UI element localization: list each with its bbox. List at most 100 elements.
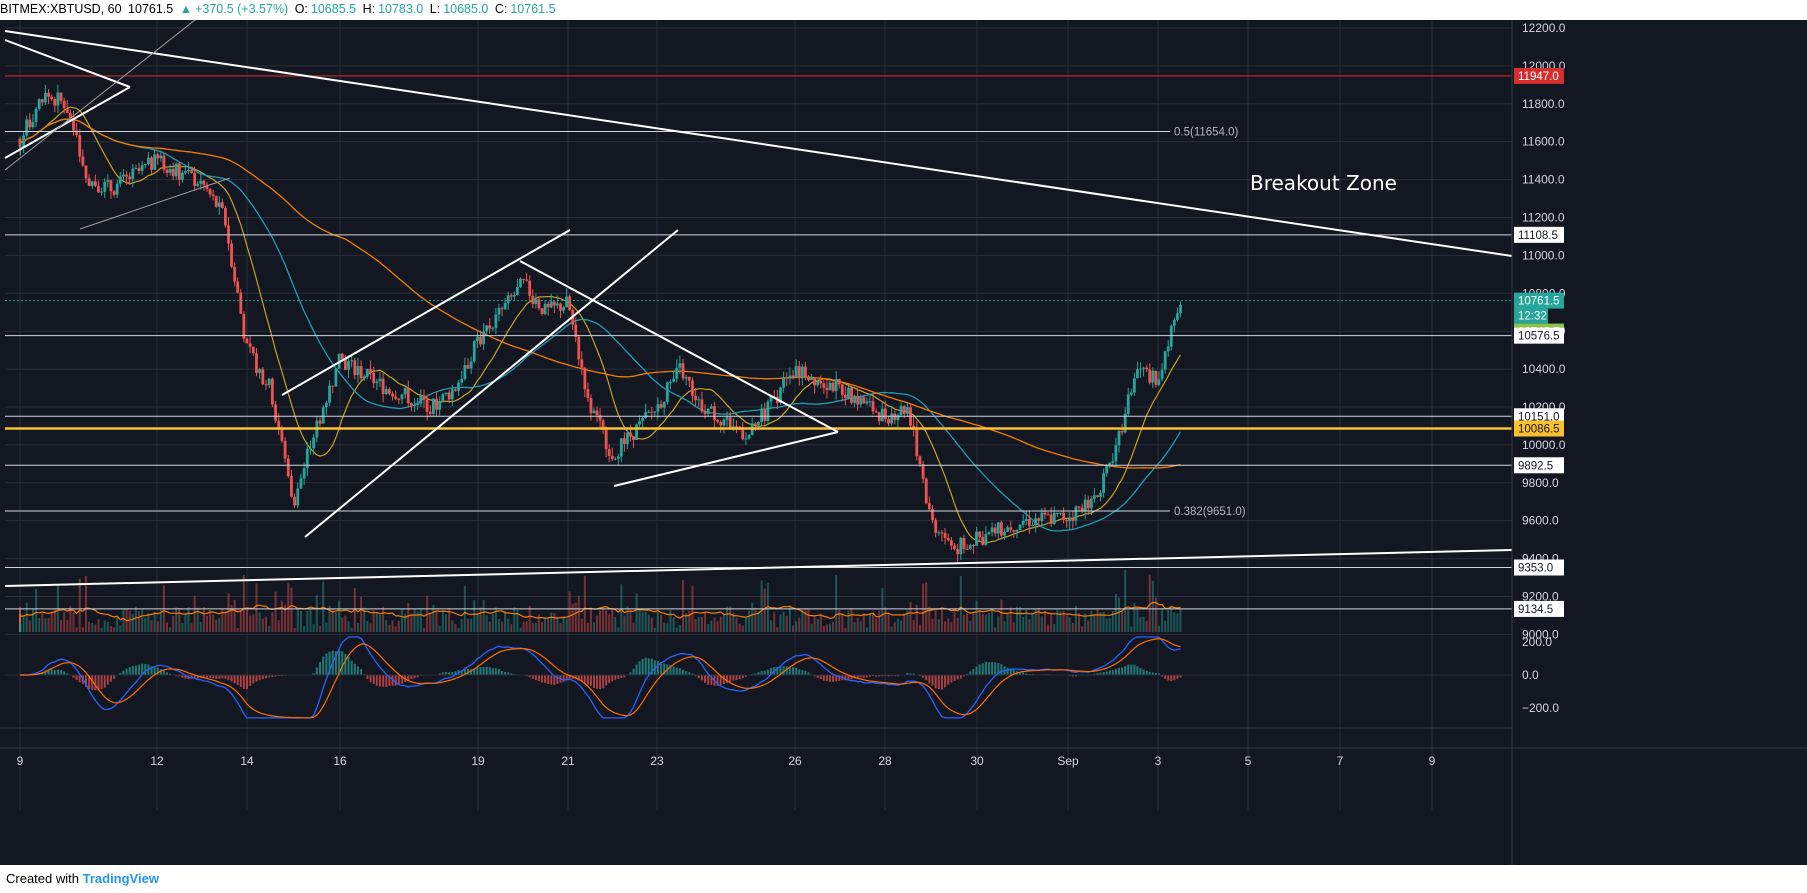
candle-body [531, 295, 535, 304]
volume-bar [522, 621, 525, 632]
macd-histogram-bar [125, 668, 128, 675]
volume-bar [773, 612, 776, 632]
volume-bar [432, 605, 435, 632]
macd-histogram-bar [72, 675, 75, 678]
volume-bar [832, 621, 835, 632]
macd-histogram-bar [350, 660, 353, 675]
macd-histogram-bar [754, 673, 757, 675]
macd-histogram-bar [239, 675, 242, 687]
candle-body [840, 384, 844, 395]
macd-histogram-bar [937, 675, 940, 690]
macd-histogram-bar [632, 668, 635, 675]
price-tag-bg [1514, 420, 1564, 437]
candle-body [706, 408, 710, 414]
macd-histogram-bar [850, 675, 853, 680]
candle-body [540, 308, 544, 314]
volume-bar [562, 616, 565, 632]
volume-bar [568, 591, 571, 632]
macd-histogram-bar [224, 675, 227, 679]
macd-histogram-bar [875, 675, 878, 677]
volume-bar [776, 627, 779, 632]
macd-histogram-bar [507, 672, 510, 675]
volume-bar [153, 612, 156, 632]
candle-body [394, 396, 398, 399]
volume-bar [299, 610, 302, 632]
time-tick-label: 21 [561, 754, 575, 768]
macd-histogram-bar [448, 672, 451, 675]
volume-bar [1157, 625, 1160, 632]
price-chart[interactable]: 0.5(11654.0)0.382(9651.0) 12200.012000.0… [0, 20, 1807, 865]
candle-body [1136, 369, 1139, 379]
price-tag: 10086.5 [1518, 424, 1560, 436]
volume-bar [850, 607, 853, 632]
volume-bar [239, 610, 242, 632]
tradingview-logo[interactable]: TradingView [82, 871, 159, 886]
candle-body [93, 181, 97, 186]
macd-histogram-bar [344, 653, 347, 675]
candle-body [896, 415, 900, 420]
volume-bar [635, 593, 638, 632]
macd-tick-label: 200.0 [1522, 635, 1552, 649]
candle-body [965, 548, 969, 550]
macd-histogram-bar [801, 670, 804, 675]
volume-bar [1040, 616, 1043, 632]
candle-body [1012, 530, 1016, 532]
volume-bar [138, 611, 141, 632]
candle-body [406, 388, 410, 404]
macd-histogram-bar [382, 675, 385, 687]
volume-bar [482, 600, 485, 632]
macd-histogram-bar [375, 675, 378, 686]
volume-bar [341, 617, 344, 632]
price-axis[interactable]: 12200.012000.011800.011600.011400.011200… [1511, 20, 1807, 865]
candle-body [760, 409, 764, 423]
volume-bar [473, 600, 476, 632]
volume-bar [1096, 609, 1099, 632]
time-axis[interactable]: 9 12 14 16 19 21 23 26 28 30 Sep 3 5 7 9 [0, 727, 1807, 768]
macd-histogram-bar [66, 673, 69, 675]
candle-body [156, 154, 160, 159]
volume-bar [388, 624, 391, 632]
candle-body [372, 372, 376, 384]
candle-body [1160, 369, 1164, 380]
volume-bar [875, 618, 878, 632]
volume-bar [190, 623, 193, 632]
candle-body [626, 432, 629, 444]
macd-histogram-bar [1099, 672, 1102, 675]
candle-body [604, 429, 608, 450]
trendline-drawings[interactable] [4, 20, 1513, 587]
macd-histogram-bar [504, 672, 507, 675]
macd-histogram-bar [312, 673, 315, 675]
volume-bar [169, 627, 172, 632]
volume-bar [707, 624, 710, 632]
macd-histogram-bar [987, 662, 990, 675]
volume-bar [890, 626, 893, 632]
macd-histogram-bar [416, 675, 419, 678]
candle-body [270, 378, 274, 405]
volume-bar [853, 622, 856, 632]
symbol-label[interactable]: BITMEX:XBTUSD, 60 [0, 2, 122, 16]
candle-body [208, 189, 212, 195]
volume-bar [501, 621, 504, 632]
volume-bar [181, 622, 184, 632]
candle-body [537, 299, 541, 309]
candle-body [1096, 495, 1099, 497]
candle-body [84, 165, 88, 179]
volume-bar [31, 608, 34, 632]
macd-histogram-bar [209, 675, 212, 678]
candle-body [248, 343, 252, 347]
price-tick-label: 9000.0 [1522, 627, 1559, 641]
macd-histogram-bar [341, 651, 344, 675]
volume-bar [981, 614, 984, 632]
volume-bar [975, 600, 978, 632]
macd-histogram-bar [510, 673, 513, 675]
macd-histogram-bar [193, 675, 196, 679]
breakout-zone-annotation: Breakout Zone [1250, 171, 1397, 195]
macd-histogram-bar [825, 675, 828, 682]
price-tag-bg [1514, 292, 1564, 309]
candle-body [28, 119, 32, 128]
candle-body [996, 522, 1000, 534]
volume-bar [1151, 580, 1154, 632]
candle-body [286, 458, 290, 477]
volume-bar [556, 616, 559, 632]
candle-body [1024, 519, 1028, 521]
